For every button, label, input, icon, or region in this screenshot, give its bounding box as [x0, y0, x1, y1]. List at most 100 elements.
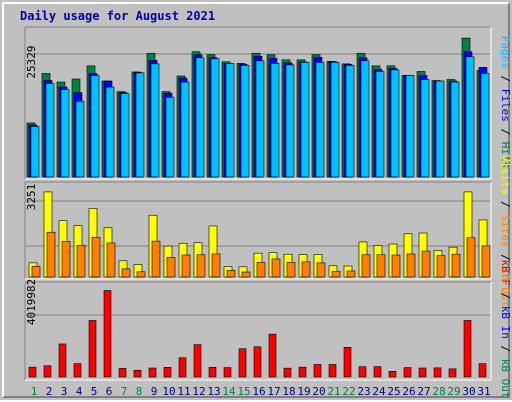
sites-bar: [331, 271, 341, 278]
x-tick-label: 8: [136, 385, 143, 398]
legend-sep: /: [499, 195, 512, 215]
x-tick-label: 30: [462, 385, 475, 398]
pages-bar: [165, 96, 175, 178]
x-tick-label: 20: [312, 385, 325, 398]
legend-hits: Hits: [499, 142, 512, 169]
x-tick-label: 21: [327, 385, 340, 398]
x-tick-label: 24: [372, 385, 386, 398]
sites-bar: [46, 231, 56, 278]
x-tick-label: 31: [477, 385, 490, 398]
kbf-bar: [118, 367, 127, 378]
kbf-bar: [373, 366, 382, 378]
kbf-bar: [58, 343, 67, 378]
x-tick-label: 4: [76, 385, 83, 398]
kbf-bar: [478, 363, 487, 378]
panel1-max-label: 25329: [25, 45, 38, 78]
sites-bar: [181, 254, 191, 278]
kbf-bar: [358, 366, 367, 378]
sites-bar: [481, 245, 491, 278]
x-tick-label: 18: [282, 385, 295, 398]
x-tick-label: 27: [417, 385, 430, 398]
pages-bar: [240, 65, 250, 178]
sites-bar: [286, 262, 296, 278]
kbf-bar: [178, 357, 187, 378]
pages-bar: [45, 83, 55, 178]
sites-bar: [61, 241, 71, 278]
sites-bar: [241, 271, 251, 278]
pages-bar: [90, 75, 100, 178]
x-tick-label: 15: [237, 385, 250, 398]
sites-bar: [256, 262, 266, 278]
kbf-bar: [148, 367, 157, 378]
pages-bar: [120, 93, 130, 178]
pages-bar: [435, 80, 445, 178]
x-tick-label: 7: [121, 385, 128, 398]
pages-bar: [480, 73, 490, 178]
sites-bar: [346, 270, 356, 278]
kbf-bar: [88, 320, 97, 378]
sites-bar: [91, 236, 101, 278]
sites-bar: [106, 242, 116, 278]
x-tick-label: 29: [447, 385, 460, 398]
pages-bar: [150, 63, 160, 178]
pages-bar: [285, 64, 295, 178]
pages-bar: [210, 58, 220, 178]
pages-bar: [465, 56, 475, 178]
x-tick-label: 22: [342, 385, 355, 398]
panel1-legend: Pages / Files / Hits: [499, 36, 512, 169]
sites-bar: [121, 268, 131, 278]
pages-bar: [330, 62, 340, 178]
x-tick-label: 6: [106, 385, 113, 398]
sites-bar: [31, 265, 41, 278]
pages-bar: [255, 60, 265, 178]
sites-bar: [361, 254, 371, 278]
pages-bar: [345, 65, 355, 178]
sites-bar: [196, 254, 206, 278]
x-tick-label: 17: [267, 385, 280, 398]
x-tick-label: 14: [222, 385, 236, 398]
legend-sep: /: [499, 286, 512, 306]
sites-bar: [451, 253, 461, 278]
x-tick-label: 10: [162, 385, 175, 398]
x-tick-label: 2: [46, 385, 53, 398]
legend-sep: /: [499, 248, 512, 268]
sites-bar: [166, 257, 176, 278]
sites-bar: [316, 262, 326, 278]
x-tick-label: 11: [177, 385, 190, 398]
pages-bar: [300, 62, 310, 178]
kbf-bar: [343, 347, 352, 378]
kbf-bar: [253, 346, 262, 378]
kbf-bar: [28, 366, 37, 378]
sites-bar: [436, 255, 446, 278]
legend-kbin: kB In: [499, 306, 512, 339]
x-tick-label: 26: [402, 385, 415, 398]
panel3-max-label: 4019982: [25, 279, 38, 325]
sites-bar: [271, 258, 281, 278]
kbf-bar: [388, 371, 397, 378]
kbf-bar: [298, 366, 307, 378]
pages-bar: [315, 62, 325, 178]
kbf-bar: [163, 366, 172, 378]
x-tick-label: 5: [91, 385, 98, 398]
sites-bar: [151, 240, 161, 278]
x-tick-label: 13: [207, 385, 220, 398]
kbf-bar: [328, 364, 337, 378]
legend-pages: Pages: [499, 36, 512, 69]
pages-bar: [225, 63, 235, 178]
sites-bar: [226, 270, 236, 278]
sites-bar: [376, 254, 386, 278]
legend-visits: Visits: [499, 155, 512, 195]
x-tick-label: 25: [387, 385, 400, 398]
kbf-bar: [418, 367, 427, 378]
pages-bar: [360, 60, 370, 178]
panel3-legend: kB F / kB In / kB Out: [499, 259, 512, 398]
pages-bar: [390, 69, 400, 178]
legend-sep: /: [499, 69, 512, 89]
chart-frame: [2, 2, 510, 398]
kbf-bar: [193, 344, 202, 378]
x-tick-label: 3: [61, 385, 68, 398]
kbf-bar: [433, 367, 442, 378]
kbf-bar: [463, 320, 472, 378]
